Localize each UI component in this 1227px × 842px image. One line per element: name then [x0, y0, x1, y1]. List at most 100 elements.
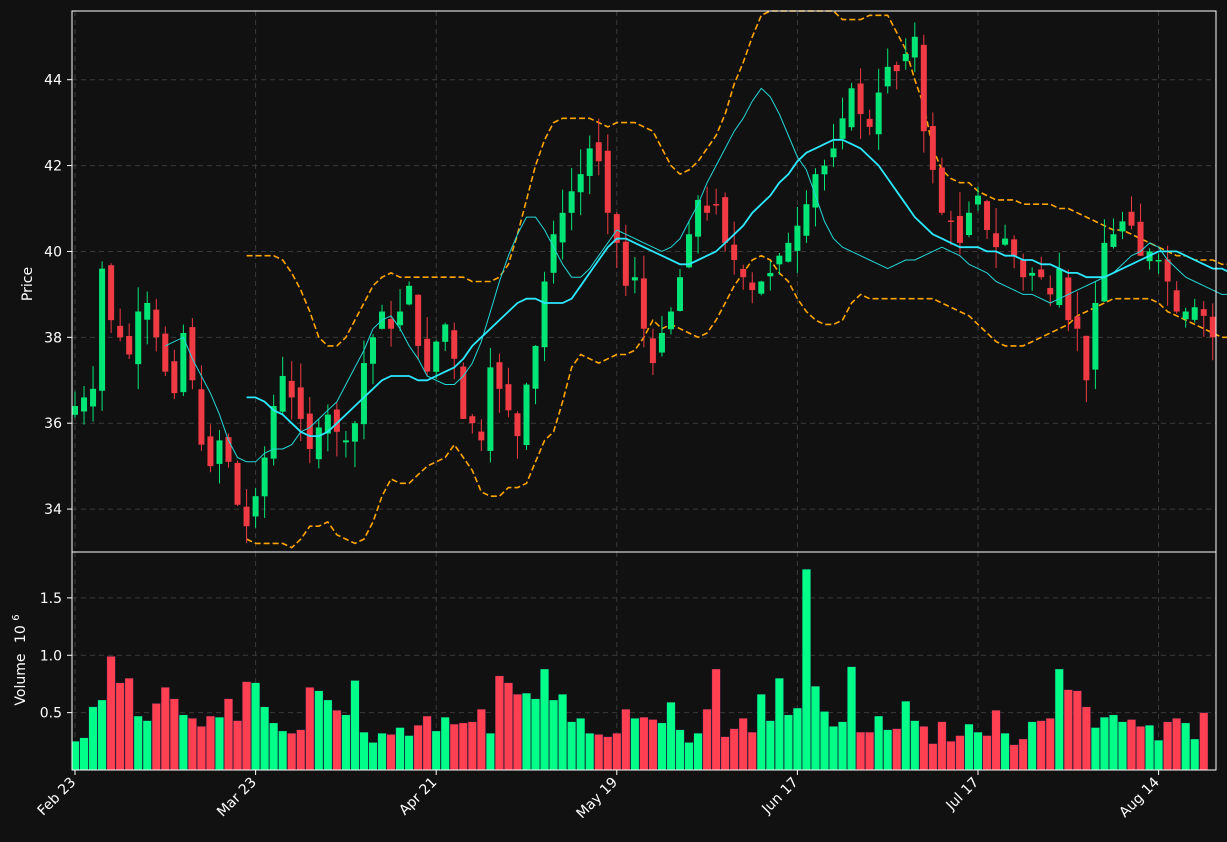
volume-bar-down	[458, 722, 468, 771]
volume-bar-up	[179, 714, 188, 771]
volume-bar-down	[1063, 689, 1073, 771]
candle-up	[1182, 311, 1189, 320]
volume-bar-down	[1127, 719, 1136, 771]
volume-bar-down	[720, 736, 730, 771]
candle-up	[1092, 302, 1099, 370]
candle-down	[1047, 287, 1054, 295]
candle-up	[695, 199, 702, 237]
volume-bar-up	[1100, 717, 1109, 771]
volume-bar-up	[260, 706, 269, 771]
volume-bar-down	[305, 687, 315, 771]
candle-down	[984, 201, 991, 230]
candle-down	[415, 294, 422, 346]
candle-down	[1209, 316, 1216, 338]
volume-bar-down	[991, 710, 1001, 771]
volume-bar-down	[856, 731, 865, 771]
candle-up	[965, 212, 972, 236]
candle-up	[1155, 260, 1162, 262]
candle-up	[342, 440, 349, 443]
volume-bar-up	[1091, 727, 1100, 771]
candle-down	[207, 436, 214, 467]
candle-down	[749, 282, 756, 291]
volume-bar-up	[774, 678, 784, 771]
candle-up	[442, 324, 449, 342]
volume-bar-up	[1145, 725, 1154, 771]
volume-bar-down	[1136, 726, 1145, 771]
candle-up	[821, 165, 828, 175]
volume-bar-up	[684, 742, 694, 771]
volume-bar-down	[106, 656, 116, 771]
volume-bar-down	[296, 729, 306, 771]
candle-up	[144, 302, 151, 320]
candle-up	[568, 191, 575, 213]
volume-bar-down	[982, 735, 992, 771]
candle-up	[794, 225, 801, 251]
volume-tick-label: 1.5	[40, 591, 62, 607]
candle-down	[451, 330, 458, 359]
candle-up	[839, 118, 846, 139]
price-tick-label: 36	[44, 416, 62, 432]
volume-bar-down	[386, 734, 396, 771]
candle-down	[1020, 259, 1027, 278]
volume-bar-down	[467, 721, 477, 771]
candle-down	[613, 214, 620, 243]
candle-down	[198, 389, 205, 445]
candle-down	[938, 167, 945, 213]
volume-bar-down	[1018, 738, 1028, 771]
volume-bar-up	[395, 727, 405, 771]
candle-down	[388, 318, 395, 329]
candle-up	[884, 66, 891, 87]
volume-bar-up	[883, 729, 893, 771]
candle-up	[803, 204, 810, 236]
volume-bar-up	[820, 711, 829, 771]
volume-bar-down	[188, 718, 197, 771]
volume-bar-down	[639, 717, 649, 771]
volume-bar-down	[287, 733, 297, 771]
candle-down	[1128, 211, 1135, 226]
volume-bar-down	[946, 741, 956, 771]
volume-bar-down	[865, 731, 874, 771]
candle-up	[397, 311, 404, 326]
volume-bar-down	[495, 675, 504, 771]
volume-bar-down	[413, 725, 423, 771]
candle-down	[1083, 335, 1090, 381]
price-tick-label: 34	[44, 502, 62, 518]
volume-bar-up	[567, 721, 577, 771]
volume-bar-up	[901, 701, 911, 771]
candle-up	[99, 268, 106, 391]
candle-up	[369, 337, 376, 364]
volume-bar-down	[612, 733, 622, 771]
candle-down	[947, 220, 954, 222]
volume-bar-down	[513, 694, 522, 771]
candle-up	[1191, 307, 1198, 320]
volume-bar-down	[197, 726, 206, 771]
volume-bar-down	[937, 721, 947, 771]
ma-fast-line	[165, 87, 1227, 463]
volume-bar-up	[1118, 721, 1127, 771]
price-tick-label: 40	[44, 244, 62, 260]
candle-up	[812, 174, 819, 208]
volume-bar-up	[765, 720, 775, 771]
candle-down	[424, 338, 431, 372]
volume-bar-up	[133, 715, 143, 771]
candle-down	[225, 437, 232, 462]
volume-bar-down	[621, 709, 631, 771]
volume-bar-up	[522, 692, 531, 771]
candle-up	[487, 367, 494, 451]
candle-up	[758, 281, 765, 294]
candle-up	[270, 406, 277, 459]
candle-up	[324, 414, 331, 434]
candle-up	[1002, 238, 1009, 245]
candle-down	[713, 204, 720, 206]
volume-bar-up	[278, 730, 288, 771]
candle-up	[911, 36, 918, 58]
price-panel: 34 36 38 40 42 44 Price	[20, 10, 1227, 552]
volume-bar-up	[431, 730, 441, 771]
volume-y-ticks: 0.5 1.0 1.5	[40, 591, 72, 722]
volume-bar-down	[648, 719, 658, 771]
candle-up	[677, 277, 684, 311]
price-tick-label: 38	[44, 330, 62, 346]
candle-up	[550, 234, 557, 273]
volume-bar-up	[630, 718, 640, 771]
